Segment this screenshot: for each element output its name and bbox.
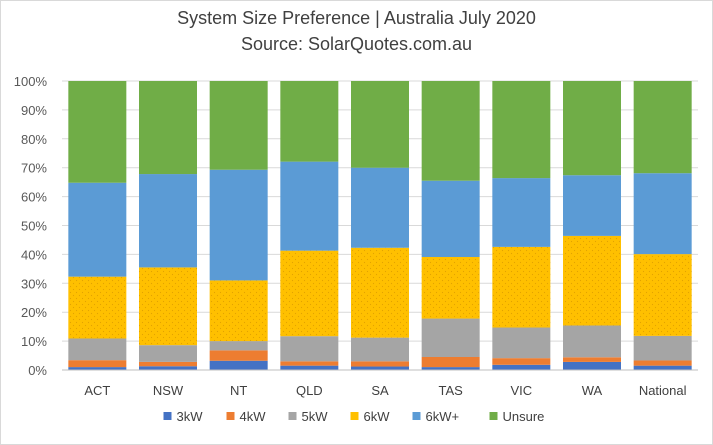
x-tick-label: TAS [439, 383, 464, 398]
bar-segment-5kw [563, 325, 621, 358]
bar-segment-4kw [492, 358, 551, 365]
bar-segment-3kw [280, 365, 339, 370]
y-tick-label: 10% [21, 334, 47, 349]
bar-segment-4kw [209, 350, 268, 361]
legend-item: 6kW+ [412, 409, 460, 424]
bar-segment-unsure [633, 81, 692, 174]
bar-segment-4kw [68, 360, 127, 368]
legend-swatch [489, 412, 498, 420]
bar-segment-3kw [209, 360, 268, 370]
bar-segment-unsure [280, 81, 339, 162]
bar-segment-unsure [139, 81, 197, 175]
bar-segment-unsure [563, 81, 621, 176]
chart-subtitle: Source: SolarQuotes.com.au [240, 34, 473, 54]
bar-segment-5kw [209, 341, 268, 351]
bar-segment-4kw [280, 361, 339, 366]
x-tick-label: VIC [510, 383, 532, 398]
y-tick-label: 20% [21, 305, 47, 320]
bar-segment-5kw [280, 336, 339, 362]
bar-segment-5kw [68, 338, 127, 361]
bar-segment-6kw- [209, 169, 268, 281]
bar-segment-texture [563, 235, 621, 326]
bar-segment-6kw- [492, 178, 551, 247]
bar-segment-3kw [68, 367, 127, 370]
bar-segment-unsure [351, 81, 409, 168]
x-tick-label: NT [230, 383, 247, 398]
legend-swatch [412, 412, 421, 420]
legend-item: 6kW [350, 409, 391, 424]
bar-segment-3kw [563, 361, 621, 370]
bar-segment-texture [139, 267, 197, 346]
bar-segment-texture [633, 254, 692, 336]
bar-segment-texture [351, 247, 409, 338]
bar-segment-4kw [351, 361, 409, 367]
bar-segment-unsure [492, 81, 551, 179]
x-tick-label: WA [582, 383, 603, 398]
bar-segment-6kw- [139, 174, 197, 268]
bar-segment-5kw [139, 345, 197, 362]
bar-segment-texture [280, 250, 339, 337]
bar-segment-5kw [633, 335, 692, 361]
bar-segment-3kw [633, 365, 692, 370]
bar-segment-3kw [492, 364, 551, 370]
legend-label: 5kW [302, 409, 329, 424]
y-tick-label: 0% [28, 363, 47, 378]
bar-segment-4kw [421, 356, 480, 368]
y-tick-label: 60% [21, 190, 47, 205]
chart-title: System Size Preference | Australia July … [177, 8, 536, 28]
legend-label: 6kW+ [426, 409, 460, 424]
y-tick-label: 30% [21, 276, 47, 291]
bar-segment-4kw [139, 361, 197, 367]
y-tick-label: 70% [21, 161, 47, 176]
bar-segment-texture [209, 280, 268, 342]
y-tick-label: 50% [21, 219, 47, 234]
bar-segment-3kw [351, 366, 409, 370]
legend-swatch [350, 412, 359, 420]
bar-segment-unsure [209, 81, 268, 170]
bar-segment-6kw- [421, 180, 480, 258]
bar-segment-4kw [633, 360, 692, 366]
bar-segment-3kw [421, 367, 480, 370]
bar-segment-texture [68, 276, 127, 339]
bar-segment-6kw- [563, 175, 621, 236]
bar-segment-6kw- [633, 173, 692, 255]
y-tick-label: 40% [21, 247, 47, 262]
legend-swatch [226, 412, 235, 420]
legend-item: 4kW [226, 409, 267, 424]
legend-item: 3kW [163, 409, 204, 424]
x-tick-label: ACT [84, 383, 110, 398]
x-tick-label: SA [371, 383, 389, 398]
legend-item: Unsure [489, 409, 545, 424]
x-tick-label: QLD [296, 383, 323, 398]
bar-segment-5kw [351, 337, 409, 362]
y-tick-label: 90% [21, 103, 47, 118]
bar-segment-5kw [492, 327, 551, 359]
legend-label: Unsure [503, 409, 545, 424]
bar-segment-6kw- [68, 182, 127, 277]
legend-swatch [288, 412, 297, 420]
legend-label: 4kW [240, 409, 267, 424]
legend-label: 3kW [177, 409, 204, 424]
legend-swatch [163, 412, 172, 420]
x-tick-label: National [639, 383, 687, 398]
bar-segment-texture [421, 257, 480, 319]
bar-segment-6kw- [280, 161, 339, 251]
bar-segment-unsure [68, 81, 127, 183]
x-tick-label: NSW [153, 383, 184, 398]
y-tick-label: 80% [21, 132, 47, 147]
bar-segment-unsure [421, 81, 480, 181]
legend-item: 5kW [288, 409, 329, 424]
bar-segment-6kw- [351, 167, 409, 248]
bar-segment-5kw [421, 318, 480, 357]
bar-segment-3kw [139, 366, 197, 370]
legend-label: 6kW [364, 409, 391, 424]
bar-segment-texture [492, 246, 551, 328]
bar-segment-4kw [563, 357, 621, 362]
y-tick-label: 100% [14, 74, 48, 89]
